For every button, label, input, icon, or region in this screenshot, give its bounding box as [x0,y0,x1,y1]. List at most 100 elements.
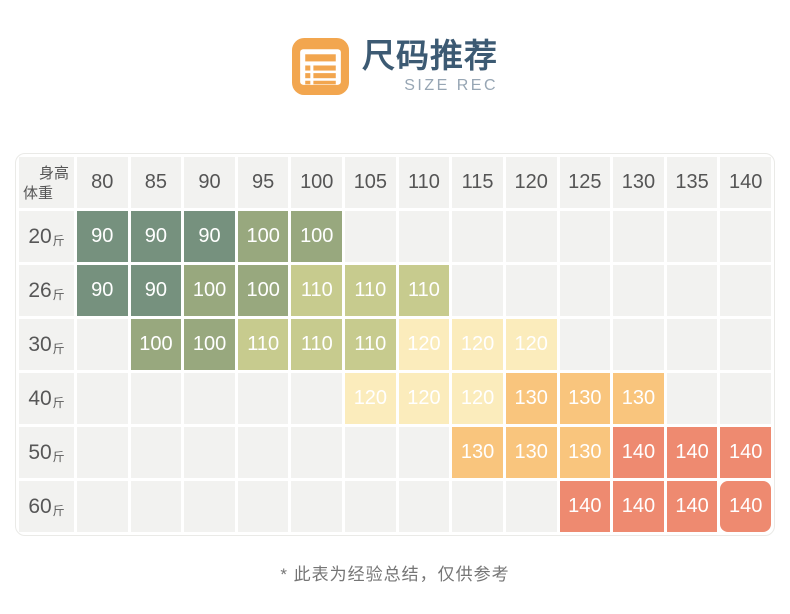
size-cell: 100 [184,319,235,370]
empty-cell [130,373,182,424]
footnote: * 此表为经验总结，仅供参考 [280,565,510,584]
empty-cell [559,319,611,370]
empty-cell [130,481,182,532]
size-cell: 90 [184,211,235,262]
height-axis-label: 身高 [38,165,69,182]
empty-cell [666,265,718,316]
size-cell: 140 [720,427,771,478]
weight-unit: 斤 [52,341,65,356]
empty-cell [559,265,611,316]
size-cell: 130 [559,373,611,424]
weight-unit: 斤 [52,503,65,518]
size-cell: 120 [345,373,396,424]
size-cell: 140 [720,481,771,532]
weight-unit: 斤 [52,449,65,464]
column-header: 90 [184,157,235,208]
size-cell: 130 [452,427,503,478]
weight-axis-label: 体重 [23,185,54,202]
size-cell: 100 [291,211,343,262]
empty-cell [291,481,343,532]
size-cell: 120 [398,373,450,424]
empty-cell [77,481,128,532]
empty-cell [452,265,503,316]
column-header: 80 [77,157,128,208]
size-chart-icon [292,38,349,95]
size-cell: 100 [184,265,235,316]
weight-value: 40 [28,386,52,410]
empty-cell [452,211,503,262]
column-header: 110 [398,157,450,208]
size-cell: 130 [559,427,611,478]
empty-cell [237,427,289,478]
empty-cell [345,427,396,478]
size-cell: 110 [237,319,289,370]
size-cell: 140 [559,481,611,532]
size-cell: 130 [505,427,557,478]
size-cell: 120 [452,319,503,370]
empty-cell [720,211,771,262]
size-cell: 110 [291,319,343,370]
empty-cell [505,481,557,532]
column-header: 95 [237,157,289,208]
size-cell: 120 [398,319,450,370]
row-header: 30 斤 [19,319,74,370]
size-cell: 90 [77,265,128,316]
size-cell: 140 [666,481,718,532]
size-cell: 100 [130,319,182,370]
column-header: 115 [452,157,503,208]
empty-cell [237,373,289,424]
row-header: 40 斤 [19,373,74,424]
size-cell: 140 [666,427,718,478]
empty-cell [505,265,557,316]
weight-value: 60 [28,494,52,518]
empty-cell [613,319,664,370]
size-cell: 120 [505,319,557,370]
empty-cell [398,481,450,532]
size-cell: 110 [345,319,396,370]
weight-unit: 斤 [52,233,65,248]
size-cell: 90 [130,211,182,262]
empty-cell [398,211,450,262]
page-header: 尺码推荐 SIZE REC [0,0,790,95]
empty-cell [720,265,771,316]
row-header: 26 斤 [19,265,74,316]
column-header: 85 [130,157,182,208]
page-subtitle: SIZE REC [404,76,498,94]
size-cell: 120 [452,373,503,424]
empty-cell [559,211,611,262]
empty-cell [613,265,664,316]
column-header: 120 [505,157,557,208]
empty-cell [666,373,718,424]
empty-cell [77,373,128,424]
column-header: 105 [345,157,396,208]
page-title: 尺码推荐 [362,37,498,75]
empty-cell [666,211,718,262]
empty-cell [345,211,396,262]
empty-cell [237,481,289,532]
title-stack: 尺码推荐 SIZE REC [362,38,498,94]
empty-cell [452,481,503,532]
weight-value: 20 [28,224,52,248]
row-header: 50 斤 [19,427,74,478]
empty-cell [613,211,664,262]
empty-cell [720,373,771,424]
column-header: 130 [613,157,664,208]
weight-unit: 斤 [52,395,65,410]
empty-cell [505,211,557,262]
size-cell: 90 [130,265,182,316]
empty-cell [77,319,128,370]
corner-cell: 身高体重 [19,157,74,208]
weight-value: 30 [28,332,52,356]
empty-cell [666,319,718,370]
size-cell: 130 [613,373,664,424]
size-cell: 140 [613,427,664,478]
empty-cell [291,373,343,424]
size-cell: 100 [237,265,289,316]
empty-cell [720,319,771,370]
empty-cell [184,481,235,532]
size-cell: 90 [77,211,128,262]
empty-cell [345,481,396,532]
empty-cell [291,427,343,478]
empty-cell [130,427,182,478]
